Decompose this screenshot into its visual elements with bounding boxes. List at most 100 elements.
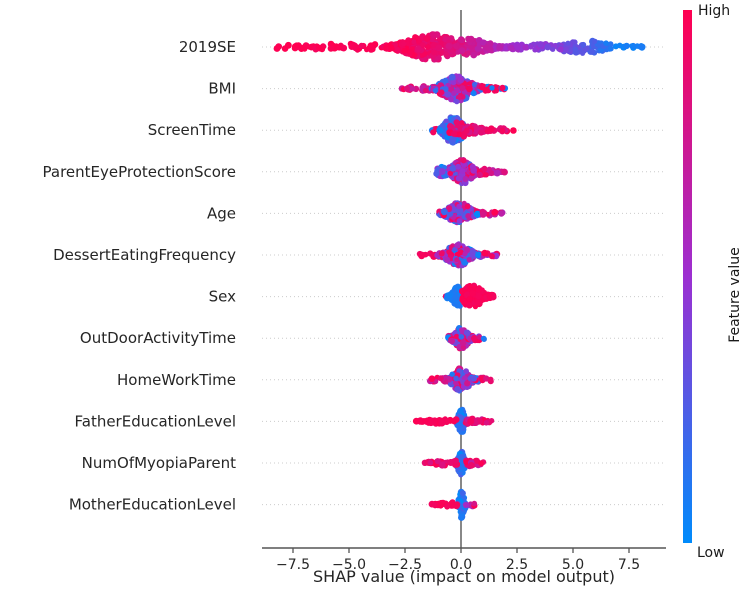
shap-dot — [501, 169, 508, 176]
shap-dot — [422, 51, 428, 57]
shap-dot — [603, 40, 609, 46]
shap-dot — [467, 417, 475, 425]
shap-dot — [483, 44, 490, 51]
shap-dot — [462, 501, 470, 509]
shap-dot — [451, 90, 457, 96]
shap-dot — [463, 459, 470, 466]
shap-dot — [430, 31, 438, 39]
shap-dot — [336, 44, 343, 51]
feature-label-2019SE: 2019SE — [179, 38, 236, 56]
shap-dot — [474, 45, 481, 52]
shap-dot — [447, 459, 455, 466]
shap-dot — [442, 77, 449, 84]
shap-dot — [437, 375, 444, 382]
shap-dot — [437, 502, 444, 509]
beeswarm-row-Age — [436, 200, 506, 226]
shap-dot — [459, 490, 466, 497]
shap-dot — [580, 50, 586, 56]
shap-dot — [462, 251, 468, 257]
shap-dot — [442, 86, 449, 92]
shap-dot — [496, 44, 503, 52]
shap-dot — [434, 458, 441, 465]
shap-dot — [489, 85, 495, 91]
shap-dot — [422, 87, 429, 94]
shap-dot — [438, 250, 445, 257]
shap-dot — [612, 43, 619, 50]
shap-dot — [453, 375, 459, 382]
shap-dot — [557, 46, 564, 53]
shap-dot — [465, 213, 472, 219]
shap-dot — [487, 40, 494, 47]
shap-dot — [537, 41, 544, 48]
shap-dot — [572, 46, 579, 53]
shap-dot — [629, 43, 635, 49]
colorbar-title: Feature value — [727, 247, 743, 343]
shap-dot — [448, 337, 455, 345]
shap-dot — [532, 47, 538, 53]
shap-dot — [457, 76, 465, 84]
feature-label-Age: Age — [207, 204, 236, 222]
shap-dot — [608, 45, 614, 52]
shap-dot — [457, 407, 464, 414]
beeswarm-row-OutDoorActivityTime — [445, 325, 487, 352]
shap-dot — [449, 164, 457, 172]
shap-dot — [430, 129, 437, 136]
shap-dot — [580, 41, 587, 48]
shap-dot — [469, 290, 477, 297]
shap-dot — [427, 459, 434, 466]
shap-dot — [448, 500, 455, 507]
shap-dot — [468, 462, 475, 469]
colorbar-high-label: High — [698, 3, 731, 19]
shap-dot — [589, 48, 595, 55]
shap-dot — [476, 171, 483, 178]
x-axis-label: SHAP value (impact on model output) — [313, 567, 615, 586]
feature-label-HomeWorkTime: HomeWorkTime — [117, 371, 236, 389]
shap-dot — [607, 41, 614, 48]
shap-dot — [464, 380, 471, 387]
shap-dot — [483, 420, 490, 426]
shap-dot — [438, 89, 445, 96]
shap-dot — [454, 257, 460, 263]
shap-dot — [422, 418, 429, 424]
shap-dot — [453, 380, 459, 386]
beeswarm-row-ScreenTime — [428, 114, 517, 146]
x-tick-label: 7.5 — [618, 557, 640, 573]
feature-label-BMI: BMI — [208, 80, 236, 98]
shap-dot — [458, 334, 465, 340]
beeswarm-row-Sex — [442, 282, 497, 310]
x-tick-label: 0.0 — [450, 557, 472, 573]
shap-dot — [458, 37, 465, 44]
beeswarm-row-FatherEducationLevel — [412, 406, 495, 435]
shap-dot — [431, 501, 437, 508]
feature-label-MotherEducationLevel: MotherEducationLevel — [69, 496, 236, 514]
shap-dot — [507, 44, 515, 51]
shap-dot — [451, 130, 458, 137]
shap-dot — [285, 42, 291, 48]
shap-dot — [470, 166, 478, 174]
shap-dot — [401, 47, 408, 54]
shap-dot — [455, 175, 462, 182]
shap-dot — [463, 127, 470, 134]
shap-dot — [315, 44, 322, 51]
shap-dot — [445, 292, 452, 299]
shap-dot — [443, 417, 450, 424]
shap-dot — [423, 35, 431, 42]
shap-dot — [480, 211, 487, 218]
shap-dot — [428, 375, 436, 383]
shap-dot — [449, 371, 455, 377]
beeswarm-row-DessertEatingFrequency — [416, 241, 501, 269]
shap-dot — [388, 44, 395, 51]
shap-dot — [436, 126, 444, 134]
shap-dot — [358, 42, 365, 50]
shap-dot — [483, 172, 489, 178]
feature-label-FatherEducationLevel: FatherEducationLevel — [75, 412, 237, 430]
shap-dot — [446, 123, 454, 130]
shap-dot — [488, 253, 495, 260]
shap-dot — [448, 96, 454, 103]
shap-dot — [475, 251, 482, 259]
shap-dot — [493, 169, 501, 177]
shap-dot — [486, 293, 493, 300]
shap-dot — [460, 344, 466, 350]
